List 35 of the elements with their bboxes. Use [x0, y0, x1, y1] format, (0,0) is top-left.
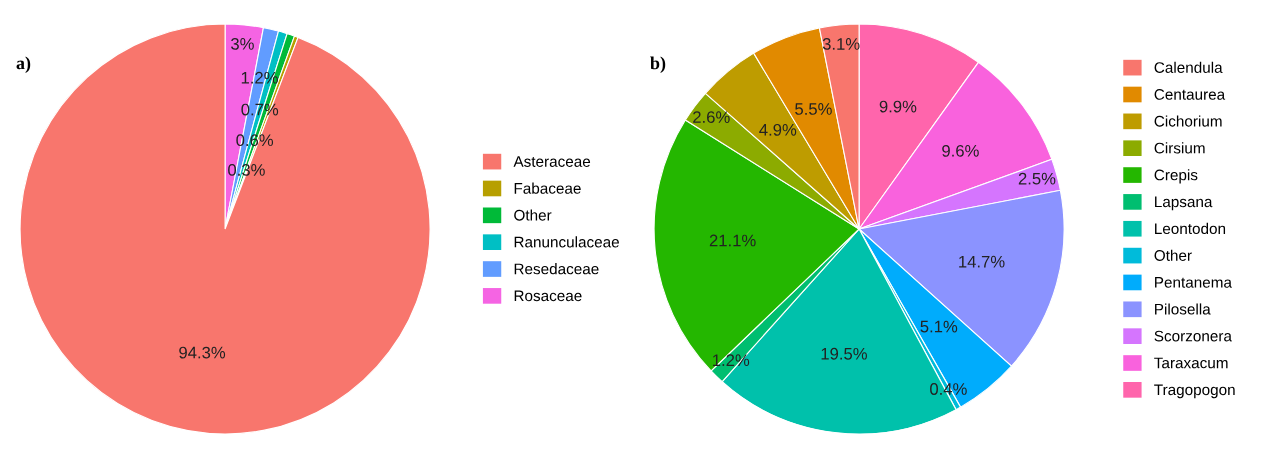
data-label: 94.3% — [179, 346, 226, 359]
legend-label: Centaurea — [1154, 88, 1226, 100]
text: a) — [16, 56, 31, 73]
legend-label: Tragopogon — [1154, 384, 1235, 399]
legend-label: Fabaceae — [514, 182, 581, 194]
data-label: 14.7% — [959, 255, 1005, 268]
data-label: 9.6% — [942, 144, 979, 157]
data-label: 19.5% — [821, 347, 867, 360]
legend-label: Cirsium — [1154, 142, 1205, 154]
data-label: 1.2% — [241, 71, 278, 84]
legend-label: Scorzonera — [1154, 330, 1232, 342]
data-label: 4.9% — [759, 123, 797, 136]
data-label: 5.5% — [795, 103, 832, 115]
data-label: 0.7% — [241, 103, 279, 116]
data-label: 5.1% — [920, 320, 958, 333]
legend-label: Lapsana — [1155, 196, 1213, 211]
data-label: 2.5% — [1018, 172, 1056, 185]
data-label: 21.1% — [709, 234, 756, 247]
legend-label: Pentanema — [1155, 277, 1232, 288]
legend-label: Crepis — [1154, 169, 1198, 184]
legend-label: Pilosella — [1155, 303, 1211, 315]
legend-label: Taraxacum — [1154, 357, 1228, 369]
legend-label: Cichorium — [1154, 115, 1222, 127]
legend-label: Other — [514, 209, 552, 221]
legend-label: Resedaceae — [514, 263, 599, 275]
legend-label: Leontodon — [1155, 222, 1226, 235]
legend-label: Rosaceae — [514, 290, 582, 302]
legend-label: Asteraceae — [513, 156, 591, 167]
data-label: 3% — [231, 37, 254, 50]
legend-label: Calendula — [1154, 61, 1223, 73]
data-label: 2.6% — [693, 111, 730, 124]
legend-label: Ranunculaceae — [514, 236, 619, 248]
data-label: 9.9% — [879, 100, 917, 113]
text: b) — [650, 56, 666, 73]
legend-label: Other — [1154, 249, 1192, 261]
